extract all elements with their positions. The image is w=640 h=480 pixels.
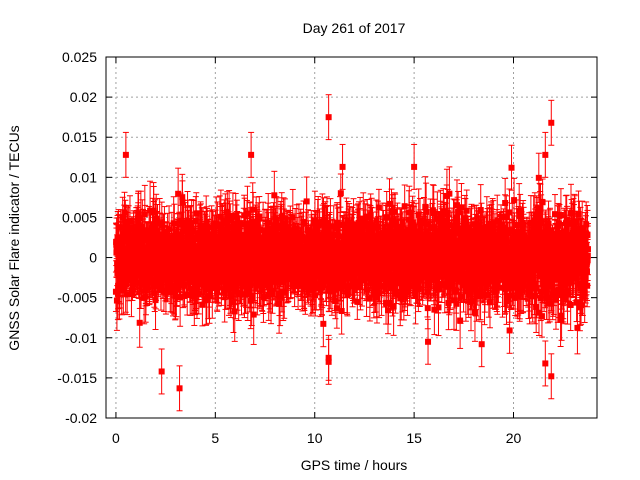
point-marker — [142, 287, 149, 294]
point-marker — [187, 225, 194, 232]
point-marker — [146, 227, 153, 234]
point-marker — [136, 319, 143, 326]
point-marker — [151, 290, 158, 297]
point-marker — [137, 215, 144, 222]
point-marker — [147, 234, 154, 241]
point-marker — [256, 213, 263, 220]
point-marker — [180, 222, 187, 229]
point-marker — [153, 277, 160, 284]
point-marker — [135, 211, 142, 218]
point-marker — [121, 209, 128, 216]
data-series — [112, 94, 591, 412]
point-marker — [124, 291, 131, 298]
point-marker — [120, 287, 127, 294]
point-marker — [171, 220, 178, 227]
point-marker — [147, 207, 154, 214]
point-marker — [113, 297, 120, 304]
point-marker — [179, 245, 186, 252]
point-marker — [141, 227, 148, 234]
chart-title: Day 261 of 2017 — [303, 20, 406, 36]
point-marker — [231, 308, 238, 315]
point-marker — [125, 224, 132, 231]
point-marker — [181, 282, 188, 289]
point-marker — [122, 281, 129, 288]
point-marker — [175, 190, 182, 197]
point-marker — [126, 218, 133, 225]
point-marker — [179, 198, 186, 205]
